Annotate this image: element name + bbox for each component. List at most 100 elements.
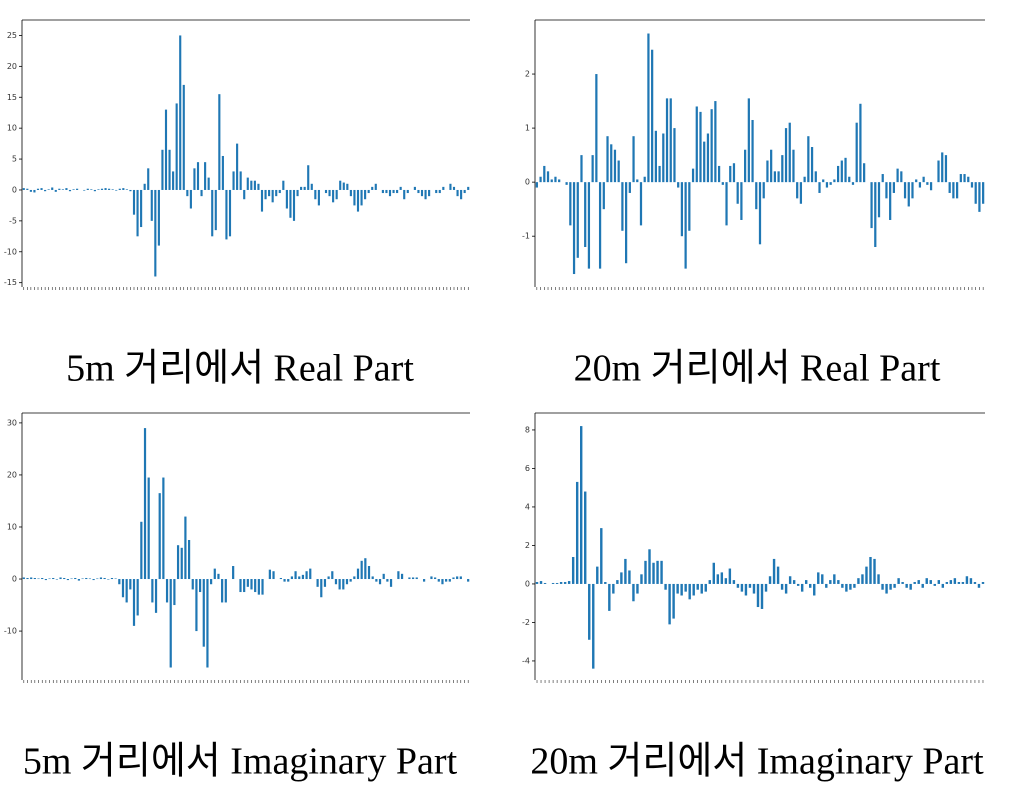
bar (717, 165, 721, 183)
bar (76, 188, 79, 190)
bar (792, 580, 796, 584)
bar (175, 103, 178, 190)
bar (982, 182, 985, 204)
bar (196, 162, 200, 190)
bar (652, 562, 655, 584)
bar (129, 189, 132, 192)
bar (37, 578, 40, 580)
bar (857, 578, 860, 584)
bar (903, 182, 907, 199)
bar (83, 189, 86, 191)
bar (696, 583, 699, 590)
bar (881, 583, 884, 590)
bar (339, 180, 342, 190)
bar (292, 189, 296, 221)
bar (68, 189, 72, 192)
bar (187, 539, 191, 580)
bar (143, 428, 147, 580)
bar (706, 133, 710, 183)
bar (356, 189, 360, 212)
bar (40, 188, 43, 190)
bar (643, 176, 646, 183)
bar (676, 583, 679, 594)
bar (420, 189, 424, 197)
bar (740, 583, 744, 592)
bar (367, 566, 371, 580)
bar (602, 182, 605, 210)
bar (543, 165, 546, 183)
bar (88, 578, 92, 580)
bar (103, 577, 106, 580)
bar (184, 516, 187, 580)
bar (777, 171, 780, 183)
bar (740, 182, 743, 220)
bar (388, 189, 392, 197)
bar (268, 569, 271, 580)
bar (282, 180, 285, 190)
y-tick-label: -15 (4, 278, 17, 287)
bar (460, 189, 463, 200)
bar (841, 583, 844, 588)
bar (275, 189, 278, 197)
bar (591, 155, 594, 183)
bar (837, 580, 840, 584)
bar (695, 106, 698, 183)
bar (221, 155, 224, 190)
bar (176, 545, 180, 580)
bar (314, 189, 317, 200)
bar (684, 182, 687, 269)
y-tick-label: 0 (12, 185, 17, 194)
chart-caption: 20m 거리에서 Real Part (574, 348, 941, 390)
bar (108, 188, 111, 190)
bar (861, 574, 864, 584)
bar (620, 572, 623, 584)
bar (72, 189, 75, 190)
bar (704, 583, 707, 592)
bar (796, 182, 799, 199)
bar (974, 182, 977, 204)
bar (632, 136, 635, 183)
bar (539, 581, 543, 584)
bar (48, 578, 51, 580)
y-tick-label: 2 (525, 70, 530, 79)
bar (309, 568, 312, 580)
y-tick-label: 20 (7, 62, 17, 71)
bar (721, 182, 724, 185)
bar (253, 180, 256, 190)
bar (110, 577, 114, 580)
bar (766, 160, 769, 183)
y-tick-label: -1 (522, 232, 530, 241)
bar (213, 568, 216, 580)
y-tick-label: 15 (7, 93, 17, 102)
bar (459, 576, 462, 580)
bar (952, 182, 955, 199)
bar (814, 171, 817, 183)
bar (587, 182, 591, 269)
bar (463, 189, 466, 194)
bar (720, 572, 724, 584)
bar (889, 182, 892, 220)
bar (442, 186, 445, 190)
bar (840, 160, 843, 183)
bar (944, 155, 948, 183)
bar (859, 103, 862, 183)
bar (625, 182, 628, 264)
bar (305, 571, 308, 580)
bar (973, 582, 977, 584)
bar (342, 579, 345, 590)
bar (210, 579, 213, 585)
bar (129, 579, 132, 590)
bar (125, 579, 128, 603)
bar (85, 577, 88, 580)
bar (546, 171, 550, 183)
bar (829, 182, 832, 185)
bar (406, 189, 409, 194)
bar (764, 583, 768, 592)
bar (399, 186, 402, 190)
bar (580, 155, 583, 183)
bar (700, 583, 703, 594)
bar (246, 177, 249, 190)
bar (140, 521, 143, 580)
bar (397, 571, 400, 580)
bar (272, 571, 275, 580)
